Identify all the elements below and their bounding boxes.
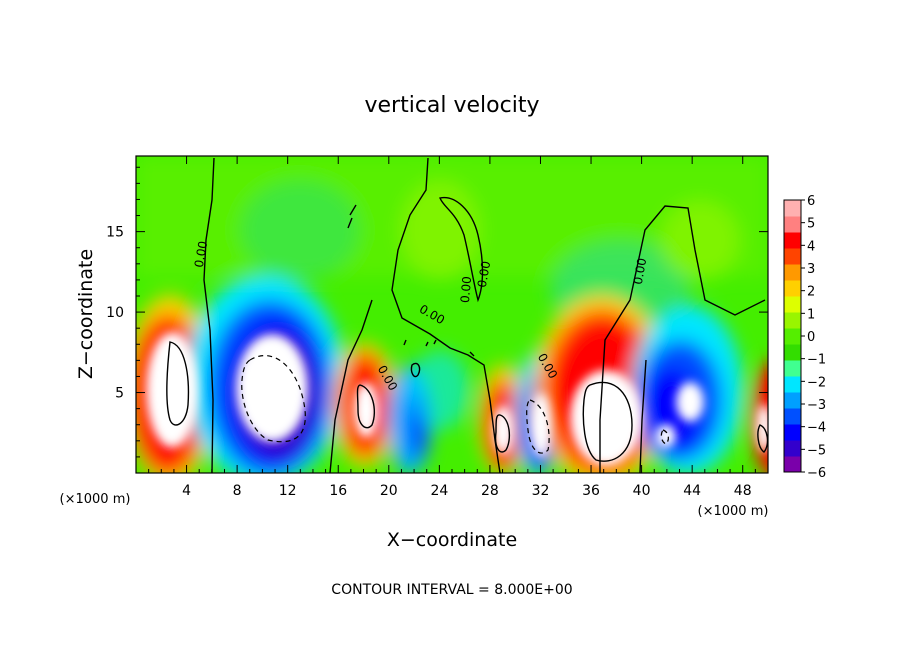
- colorbar-swatch: [784, 440, 801, 457]
- colorbar-tick-label: 4: [807, 239, 815, 254]
- colorbar-tick-label: −1: [807, 353, 826, 368]
- colorbar-tick-label: −3: [807, 398, 826, 413]
- colorbar-swatch: [784, 264, 801, 281]
- plot-area: 0.000.000.000.00 0.000.000.00: [136, 156, 768, 473]
- colorbar-tick-label: −2: [807, 375, 826, 390]
- colorbar-swatch: [784, 424, 801, 441]
- dashed-contours: [241, 355, 669, 454]
- colorbar-swatch: [784, 280, 801, 297]
- x-axis: 4 8 12 16 20 24 28 32 36 40 44 48: [148, 156, 756, 499]
- x-tick-label: 48: [734, 483, 752, 499]
- x-tick-label: 44: [683, 483, 701, 499]
- contour-lines: [166, 157, 768, 473]
- x-tick-label: 16: [329, 483, 347, 499]
- contour-label: 0.00: [475, 260, 493, 289]
- x-tick-label: 28: [481, 483, 499, 499]
- chart-title: vertical velocity: [364, 93, 539, 118]
- colorbar-swatch: [784, 392, 801, 409]
- y-axis: 5 10 15: [106, 166, 768, 458]
- x-axis-title: X−coordinate: [387, 529, 517, 551]
- x-tick-label: 4: [182, 483, 191, 499]
- contour-interval-note: CONTOUR INTERVAL = 8.000E+00: [331, 582, 572, 598]
- y-tick-label: 15: [106, 225, 124, 241]
- colorbar-tick-label: 1: [807, 307, 815, 322]
- colorbar-swatch: [784, 456, 801, 473]
- colorbar-tick-label: 5: [807, 217, 815, 232]
- colorbar-swatch: [784, 408, 801, 425]
- colorbar-swatch: [784, 360, 801, 377]
- colorbar-tick-label: 2: [807, 285, 815, 300]
- colorbar-tick-label: 3: [807, 262, 815, 277]
- contour-label: 0.00: [192, 240, 210, 269]
- colorbar-swatch: [784, 376, 801, 393]
- colorbar-swatch: [784, 312, 801, 329]
- colorbar-swatch: [784, 200, 801, 217]
- colorbar-tick-label: 0: [807, 330, 815, 345]
- colorbar-swatch: [784, 248, 801, 265]
- x-tick-label: 20: [380, 483, 398, 499]
- y-tick-label: 10: [106, 305, 124, 321]
- contour-label: 0.00: [458, 276, 474, 304]
- x-tick-label: 36: [582, 483, 600, 499]
- colorbar-swatch: [784, 216, 801, 233]
- colorbar-swatch: [784, 344, 801, 361]
- x-tick-label: 40: [633, 483, 651, 499]
- colorbar-swatch: [784, 328, 801, 345]
- colorbar-tick-label: −5: [807, 443, 826, 458]
- colorbar-swatch: [784, 232, 801, 249]
- y-axis-title: Z−coordinate: [75, 249, 97, 379]
- contour-label: 0.00: [631, 257, 649, 286]
- x-tick-label: 12: [279, 483, 297, 499]
- colorbar-tick-label: −4: [807, 421, 826, 436]
- x-tick-label: 8: [233, 483, 242, 499]
- colorbar-tick-label: −6: [807, 466, 826, 481]
- colorbar: 6 5 4 3 2 1 0 −1 −2 −3 −4 −5 −6: [783, 194, 826, 481]
- x-unit-left: (×1000 m): [60, 492, 131, 507]
- x-tick-label: 24: [430, 483, 448, 499]
- x-unit-right: (×1000 m): [698, 504, 769, 519]
- y-tick-label: 5: [115, 386, 124, 402]
- colorbar-swatch: [784, 296, 801, 313]
- x-tick-label: 32: [532, 483, 550, 499]
- colorbar-tick-label: 6: [807, 194, 815, 209]
